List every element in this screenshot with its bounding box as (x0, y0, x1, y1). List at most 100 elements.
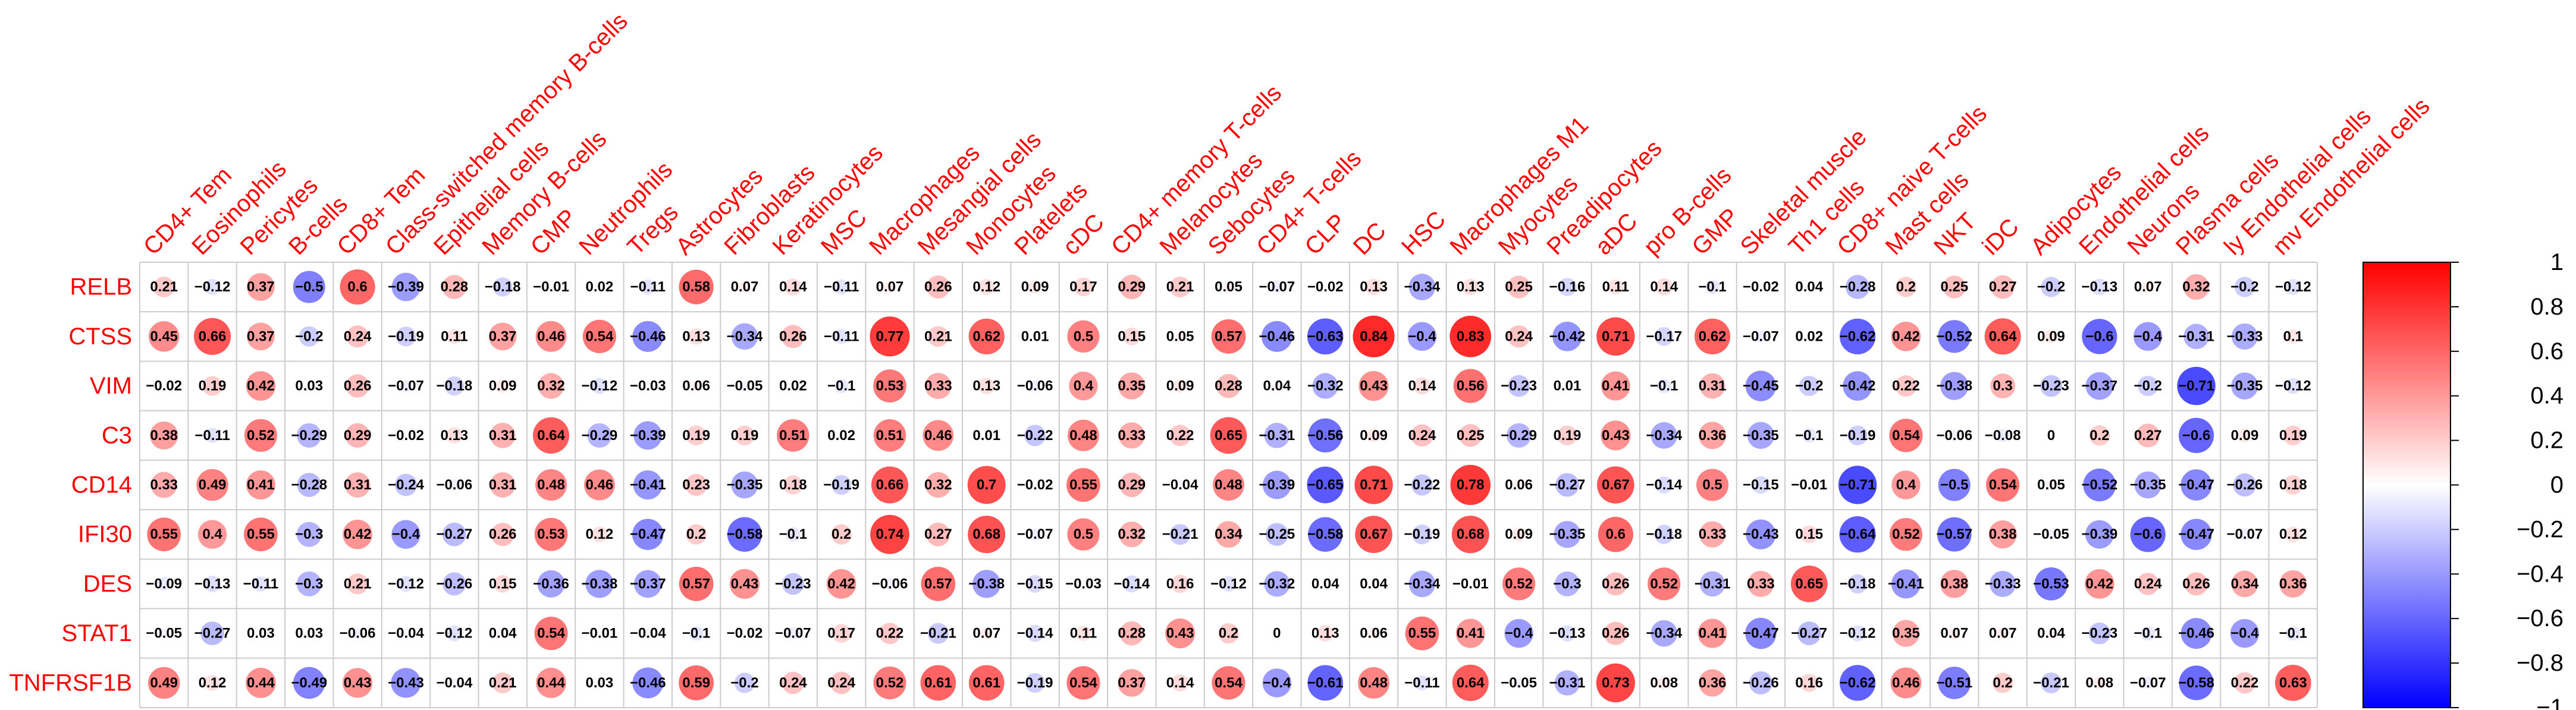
correlation-circle (1990, 373, 2016, 398)
correlation-value-label: 0.49 (199, 477, 227, 493)
correlation-circle (1565, 384, 1570, 388)
correlation-value-label: 0.22 (1166, 428, 1194, 444)
correlation-value-label: −0.22 (1017, 428, 1053, 444)
correlation-value-label: −0.39 (388, 279, 424, 295)
correlation-value-label: −0.16 (1549, 279, 1586, 295)
correlation-value-label: 0.42 (344, 526, 372, 542)
correlation-value-label: 0.33 (924, 378, 952, 394)
correlation-circle (1806, 482, 1812, 488)
correlation-value-label: 0.71 (1360, 477, 1388, 493)
correlation-value-label: −0.27 (194, 626, 231, 642)
correlation-value-label: 0.52 (1650, 576, 1678, 592)
correlation-circle (1996, 429, 2010, 442)
correlation-value-label: 0.31 (489, 428, 517, 444)
correlation-circle (2177, 366, 2216, 406)
correlation-circle (1696, 469, 1729, 501)
correlation-circle (978, 279, 994, 295)
correlation-value-label: 0.14 (1408, 378, 1436, 394)
correlation-value-label: 0.7 (977, 477, 996, 493)
correlation-circle (1453, 369, 1488, 403)
correlation-circle (870, 514, 909, 554)
correlation-circle (2234, 672, 2255, 694)
correlation-value-label: 0.25 (1457, 428, 1485, 444)
correlation-circle (297, 473, 321, 497)
correlation-circle (2180, 618, 2212, 649)
correlation-circle (200, 621, 224, 646)
correlation-value-label: −0.12 (1840, 626, 1876, 642)
correlation-circle (688, 328, 705, 345)
colorbar-tick-label: −0.8 (2517, 650, 2564, 676)
row-label: IFI30 (78, 521, 132, 548)
correlation-circle (1213, 469, 1244, 501)
correlation-circle (1368, 627, 1379, 639)
correlation-circle (679, 567, 714, 601)
correlation-circle (159, 628, 170, 639)
correlation-circle (246, 371, 276, 401)
correlation-circle (1171, 674, 1189, 692)
correlation-value-label: 0.15 (1795, 526, 1823, 542)
correlation-circle (1938, 469, 1971, 501)
correlation-value-label: −0.31 (1695, 576, 1731, 592)
correlation-value-label: −0.23 (775, 576, 811, 592)
correlation-circle (1601, 420, 1631, 451)
correlation-circle (1455, 618, 1485, 648)
correlation-circle (633, 421, 663, 450)
correlation-value-label: 0.28 (440, 279, 468, 295)
correlation-circle (1459, 424, 1482, 447)
correlation-circle (343, 519, 372, 549)
correlation-value-label: 0.19 (731, 428, 759, 444)
correlation-circle (921, 567, 956, 601)
correlation-value-label: −0.58 (2178, 675, 2214, 691)
correlation-circle (548, 284, 554, 290)
correlation-circle (632, 519, 664, 550)
correlation-circle (1171, 574, 1190, 593)
correlation-circle (595, 678, 604, 687)
correlation-circle (1601, 371, 1630, 401)
correlation-circle (632, 667, 664, 699)
correlation-value-label: −0.36 (533, 576, 569, 592)
correlation-value-label: −0.46 (630, 328, 666, 344)
correlation-value-label: −0.08 (1985, 428, 2021, 444)
correlation-circle (1270, 281, 1283, 293)
correlation-circle (1407, 322, 1437, 351)
correlation-circle (391, 272, 421, 301)
correlation-value-label: 0.55 (1069, 477, 1097, 493)
correlation-circle (1451, 516, 1489, 554)
correlation-value-label: 0.28 (1118, 626, 1146, 642)
correlation-circle (2142, 677, 2154, 689)
correlation-value-label: 0.57 (924, 576, 952, 592)
correlation-circle (1891, 322, 1921, 351)
correlation-value-label: −0.06 (1017, 378, 1053, 394)
correlation-value-label: 0.13 (440, 428, 468, 444)
correlation-value-label: −0.47 (2178, 526, 2214, 542)
correlation-circle (447, 329, 462, 344)
correlation-value-label: −0.26 (1743, 675, 1779, 691)
correlation-value-label: −0.2 (295, 328, 323, 344)
correlation-circle (967, 466, 1006, 504)
correlation-circle (1608, 279, 1624, 295)
correlation-value-label: 0.67 (1360, 526, 1388, 542)
correlation-value-label: 0.6 (347, 279, 367, 295)
correlation-circle (2093, 676, 2106, 690)
correlation-circle (1307, 466, 1344, 504)
correlation-circle (1699, 669, 1726, 697)
correlation-value-label: −0.24 (388, 477, 424, 493)
correlation-value-label: 0.24 (2134, 576, 2162, 592)
correlation-circle (2089, 425, 2110, 446)
correlation-value-label: 0.13 (1360, 279, 1388, 295)
correlation-value-label: 0.1 (2283, 328, 2303, 344)
correlation-value-label: 0.33 (150, 477, 178, 493)
correlation-value-label: 0.43 (1602, 428, 1630, 444)
correlation-value-label: 0.41 (1602, 378, 1630, 394)
correlation-value-label: 0.13 (1311, 626, 1339, 642)
correlation-circle (296, 521, 322, 547)
correlation-circle (739, 381, 750, 391)
correlation-value-label: −0.34 (1404, 279, 1441, 295)
correlation-value-label: 0.21 (344, 576, 372, 592)
correlation-value-label: −0.21 (2033, 675, 2069, 691)
correlation-circle (2045, 529, 2057, 540)
correlation-value-label: −0.37 (2082, 378, 2118, 394)
correlation-circle (157, 577, 171, 591)
correlation-circle (1468, 582, 1473, 586)
correlation-value-label: −0.43 (1743, 526, 1779, 542)
